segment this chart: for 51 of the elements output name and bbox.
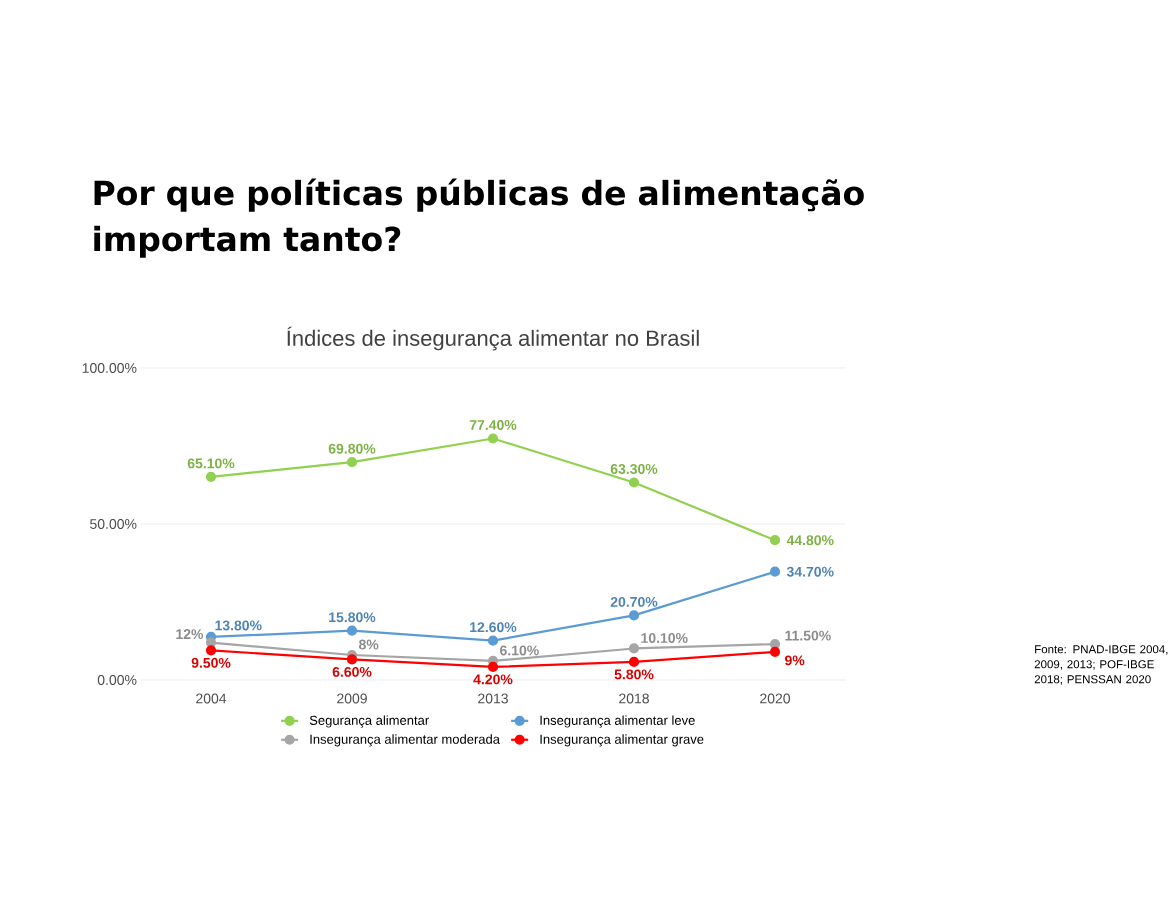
x-tick-label: 2020	[760, 693, 791, 704]
data-label: 9.50%	[191, 657, 231, 668]
point	[346, 654, 358, 665]
data-label: 11.50%	[785, 630, 831, 641]
data-label: 15.80%	[329, 612, 376, 623]
data-label: 8%	[358, 639, 379, 650]
x-tick-label: 2013	[478, 693, 508, 704]
data-label: 5.80%	[614, 669, 654, 680]
data-label: 77.40%	[469, 420, 517, 430]
legend-label: Insegurança alimentar leve	[540, 715, 695, 728]
data-label: 63.30%	[610, 464, 658, 474]
y-tick-label: 100.00%	[82, 363, 137, 373]
chart-subtitle: Índices de insegurança alimentar no Brasil	[287, 326, 699, 351]
point	[769, 566, 781, 577]
point	[487, 433, 499, 444]
x-tick-label: 2004	[196, 693, 227, 704]
data-label: 10.10%	[641, 633, 688, 643]
x-tick-label: 2018	[619, 693, 649, 704]
data-label: 12%	[176, 629, 204, 640]
point	[628, 610, 640, 621]
point	[628, 656, 640, 667]
point	[487, 635, 499, 646]
data-label: 9%	[785, 655, 805, 666]
point	[346, 625, 358, 636]
data-label: 6.60%	[332, 666, 372, 677]
data-label: 4.20%	[473, 674, 513, 685]
source-note: Fonte: PNAD-IBGE 2004, 2009, 2013; POF-IBGE 2018; PENSSAN 2020	[1034, 645, 1168, 685]
x-tick-label: 2009	[337, 693, 367, 704]
point	[346, 457, 358, 468]
data-label: 65.10%	[187, 458, 235, 469]
point	[628, 477, 640, 488]
legend-label: Insegurança alimentar grave	[540, 734, 704, 747]
y-tick-label: 50.00%	[90, 519, 137, 529]
point	[487, 661, 499, 672]
legend-label: Insegurança alimentar moderada	[310, 734, 500, 747]
data-label: 12.60%	[470, 622, 517, 633]
point	[205, 645, 217, 656]
point	[205, 637, 217, 648]
data-label: 6.10%	[500, 645, 539, 656]
data-label: 13.80%	[215, 620, 262, 631]
data-label: 44.80%	[786, 535, 834, 546]
point	[205, 471, 217, 482]
chart-title: Por que políticas públicas de alimentação importam tanto?	[94, 178, 864, 258]
point	[769, 535, 781, 546]
point	[628, 643, 640, 654]
data-label: 69.80%	[328, 443, 376, 454]
point	[769, 646, 781, 657]
data-label: 20.70%	[610, 596, 658, 607]
data-label: 34.70%	[786, 566, 834, 577]
legend-label: Segurança alimentar	[309, 715, 429, 728]
y-tick-label: 0.00%	[97, 675, 137, 685]
